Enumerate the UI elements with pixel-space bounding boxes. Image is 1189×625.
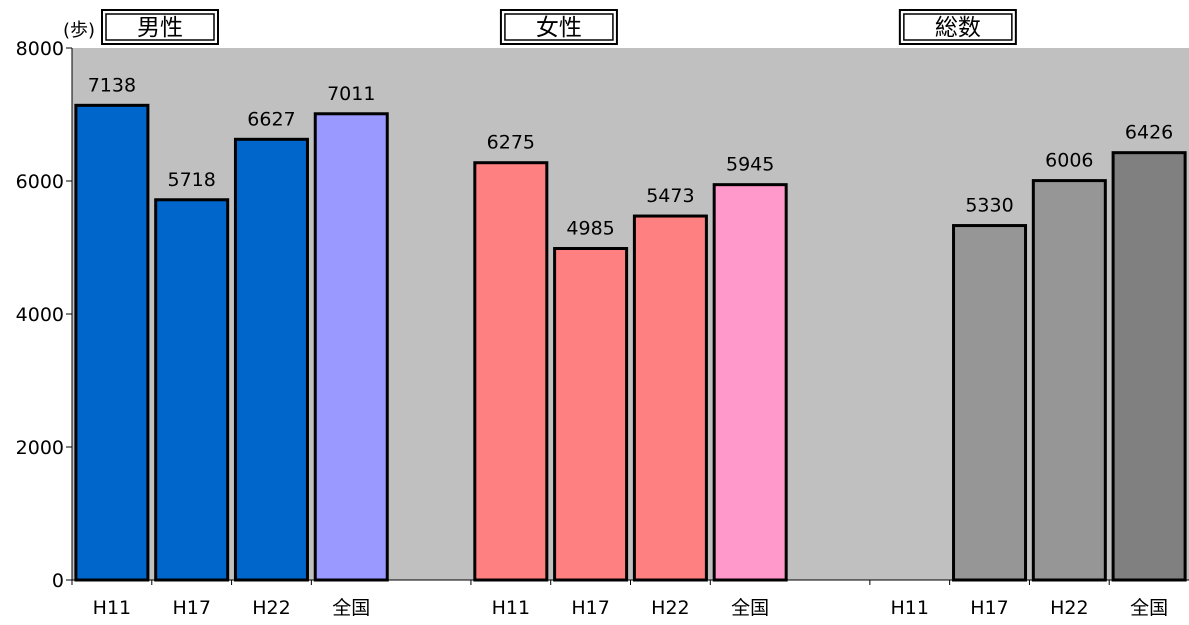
value-label: 7011 bbox=[327, 83, 375, 105]
group-title: 総数 bbox=[935, 15, 981, 41]
value-label: 4985 bbox=[566, 217, 614, 239]
value-label: 6006 bbox=[1045, 150, 1093, 172]
group-title: 男性 bbox=[137, 15, 183, 41]
x-category-label: H17 bbox=[172, 597, 210, 619]
bar-2-1 bbox=[952, 224, 1028, 582]
value-label: 5473 bbox=[646, 185, 694, 207]
y-tick-label: 6000 bbox=[16, 171, 64, 193]
group-title-box bbox=[101, 9, 219, 45]
x-category-label: H11 bbox=[93, 597, 131, 619]
bars-layer bbox=[74, 103, 1187, 582]
group-title-box bbox=[898, 9, 1017, 45]
bar-0-3 bbox=[313, 112, 389, 582]
value-label: 5718 bbox=[167, 169, 215, 191]
value-label: 7138 bbox=[88, 74, 136, 96]
bar-0-2 bbox=[233, 137, 309, 582]
y-tick-label: 8000 bbox=[16, 38, 64, 60]
value-label: 5945 bbox=[726, 154, 774, 176]
group-title-inner-frame bbox=[903, 13, 1013, 41]
value-label: 6426 bbox=[1125, 122, 1173, 144]
bar-1-3 bbox=[712, 183, 788, 582]
x-category-label: H17 bbox=[970, 597, 1008, 619]
bar-2-2 bbox=[1031, 179, 1107, 582]
x-category-label: H22 bbox=[252, 597, 290, 619]
group-title-inner-frame bbox=[504, 13, 614, 41]
group-title-inner-frame bbox=[105, 13, 215, 41]
x-category-label: H11 bbox=[891, 597, 929, 619]
bar-1-0 bbox=[473, 161, 549, 582]
y-tick-label: 4000 bbox=[16, 304, 64, 326]
group-title: 女性 bbox=[536, 15, 582, 41]
y-tick-label: 2000 bbox=[16, 437, 64, 459]
bar-0-0 bbox=[74, 103, 150, 582]
x-category-label: H22 bbox=[651, 597, 689, 619]
bar-0-1 bbox=[154, 198, 230, 582]
x-category-label: 全国 bbox=[332, 597, 370, 619]
bar-1-1 bbox=[553, 246, 629, 582]
y-tick-label: 0 bbox=[52, 570, 64, 592]
x-category-label: 全国 bbox=[1130, 597, 1168, 619]
bar-2-3 bbox=[1111, 151, 1187, 582]
value-label: 6275 bbox=[487, 132, 535, 154]
value-label: 5330 bbox=[965, 195, 1013, 217]
x-category-label: H22 bbox=[1050, 597, 1088, 619]
labels-layer: 0 2000 4000 6000 8000 7138 H11 5718 H17 6627 H22 70… bbox=[16, 9, 1173, 619]
value-label: 6627 bbox=[247, 108, 295, 130]
group-title-box bbox=[499, 9, 618, 45]
x-category-label: H17 bbox=[571, 597, 609, 619]
bar-1-2 bbox=[632, 214, 708, 582]
y-unit-label: (歩) bbox=[63, 20, 95, 41]
x-category-label: 全国 bbox=[731, 597, 769, 619]
x-category-label: H11 bbox=[492, 597, 530, 619]
